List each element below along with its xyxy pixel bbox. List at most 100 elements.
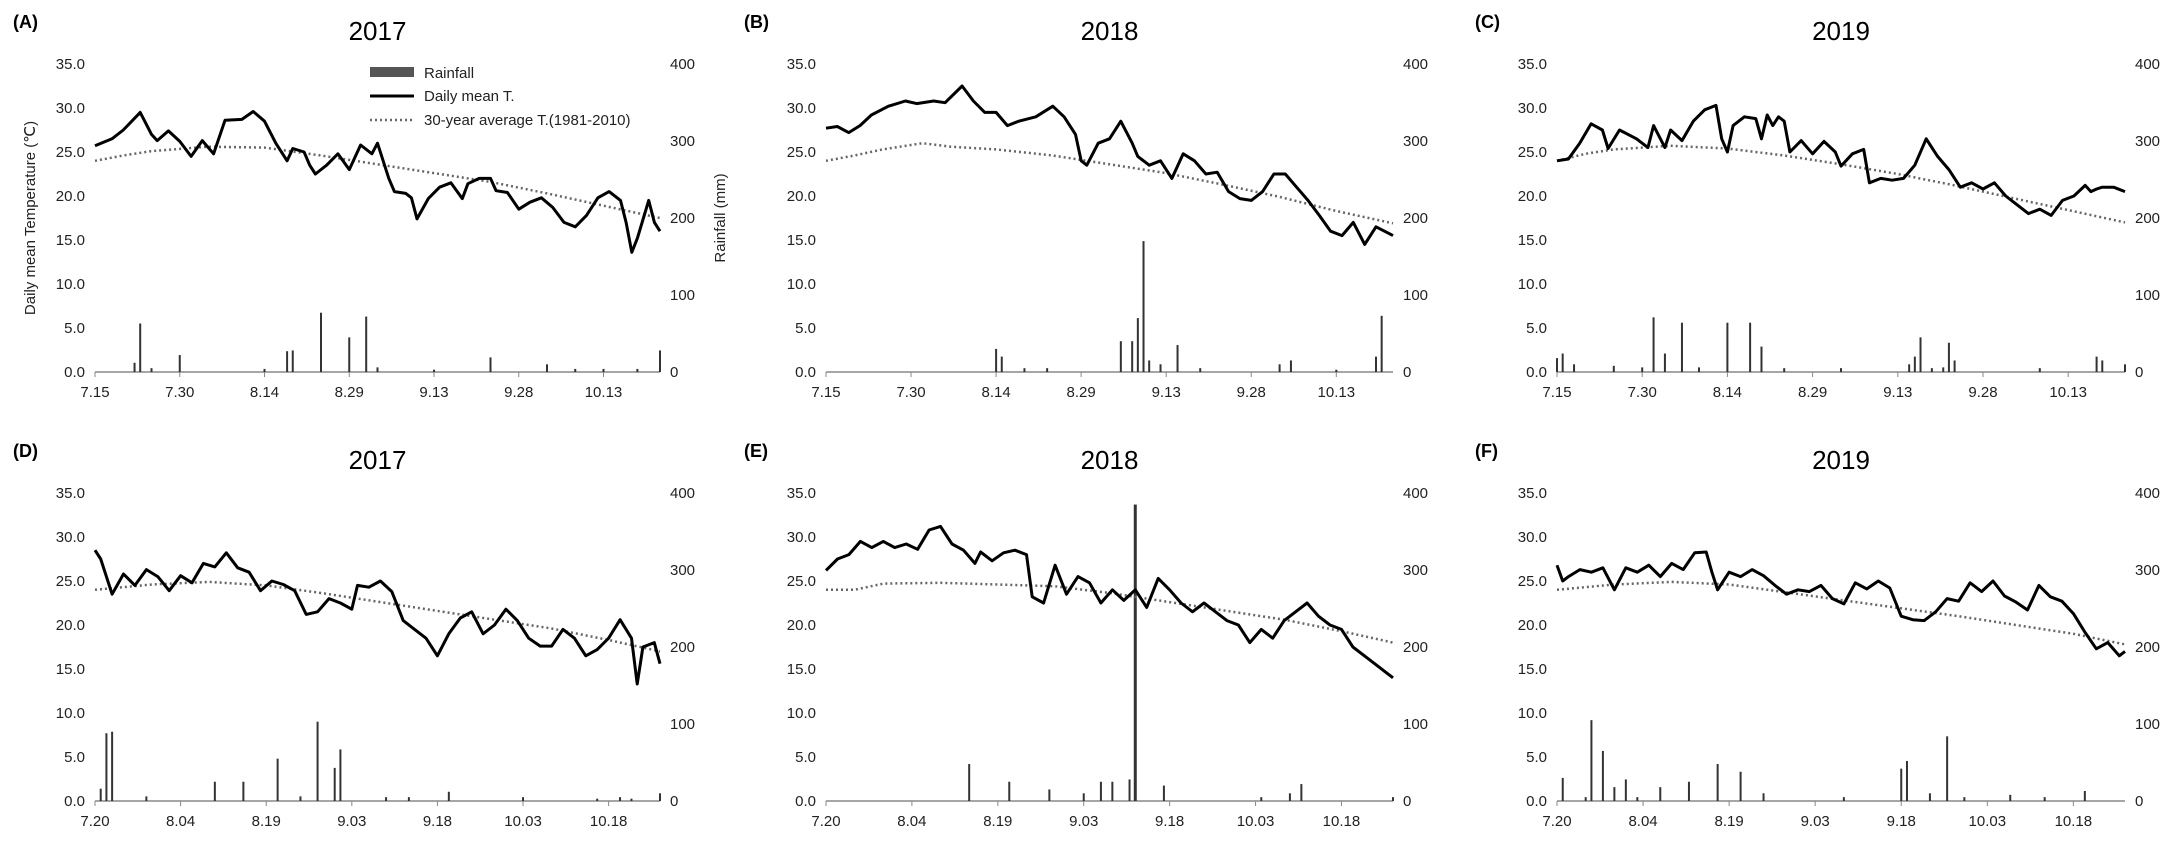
y-left-tick-label: 20.0 bbox=[56, 617, 85, 634]
y-left-tick-label: 0.0 bbox=[1526, 793, 1547, 810]
y-left-tick-label: 30.0 bbox=[56, 100, 85, 117]
rainfall-bar bbox=[333, 767, 336, 801]
x-tick-label: 8.19 bbox=[1715, 813, 1744, 830]
y-left-tick-label: 35.0 bbox=[1518, 56, 1547, 73]
x-tick-label: 9.28 bbox=[1968, 384, 1997, 401]
rainfall-bar bbox=[1663, 353, 1666, 372]
y-left-tick-label: 5.0 bbox=[64, 749, 85, 766]
chart-title: 2018 bbox=[1081, 16, 1139, 46]
rainfall-bar bbox=[1561, 777, 1564, 801]
average-temperature-line bbox=[1556, 580, 2126, 646]
y-left-tick-label: 25.0 bbox=[787, 144, 816, 161]
daily-mean-temperature-line bbox=[824, 524, 1394, 679]
rainfall-bar bbox=[2009, 794, 2012, 801]
rainfall-bar bbox=[1380, 315, 1383, 372]
rainfall-bar bbox=[348, 337, 351, 372]
rainfall-bar bbox=[447, 791, 450, 801]
x-tick-label: 8.29 bbox=[335, 384, 364, 401]
x-tick-label: 9.18 bbox=[423, 813, 452, 830]
rainfall-bar bbox=[1131, 341, 1134, 372]
y-left-tick-label: 15.0 bbox=[56, 232, 85, 249]
x-tick-label: 10.03 bbox=[504, 813, 542, 830]
x-tick-label: 8.04 bbox=[897, 813, 926, 830]
rainfall-bar bbox=[1162, 785, 1165, 801]
rainfall-bar bbox=[1046, 368, 1049, 372]
y-left-tick-label: 15.0 bbox=[56, 661, 85, 678]
rainfall-bar bbox=[619, 797, 622, 801]
y-left-tick-label: 30.0 bbox=[56, 529, 85, 546]
rainfall-bar bbox=[602, 368, 605, 372]
rainfall-bar bbox=[1942, 367, 1945, 372]
panel-label: (F) bbox=[1475, 441, 1498, 461]
y-left-tick-label: 30.0 bbox=[1518, 100, 1547, 117]
legend-rainfall-label: Rainfall bbox=[424, 65, 474, 82]
chart-panel-1: (A) 2017 0.0 5.0 10.0 15.0 20.0 25.0 30.0 35.0 0 10… bbox=[13, 12, 729, 401]
rainfall-bar bbox=[339, 749, 342, 801]
rainfall-bar bbox=[111, 731, 114, 801]
daily-mean-temperature-line bbox=[93, 549, 662, 686]
y-left-tick-label: 10.0 bbox=[1518, 276, 1547, 293]
y-right-tick-label: 300 bbox=[1403, 133, 1428, 150]
y-left-axis-label: Daily mean Temperature (℃) bbox=[22, 121, 39, 315]
rainfall-bar bbox=[1374, 356, 1377, 372]
chart-panel-6: (F) 2019 0.0 5.0 10.0 15.0 20.0 25.0 30.0 35.0 0 10… bbox=[1475, 441, 2160, 830]
rainfall-bar bbox=[1716, 764, 1719, 801]
y-right-tick-label: 100 bbox=[2135, 716, 2160, 733]
rainfall-bar bbox=[1840, 368, 1842, 372]
rainfall-bar bbox=[1176, 345, 1179, 372]
rainfall-bar bbox=[1111, 781, 1114, 801]
chart-panel-5: (E) 2018 0.0 5.0 10.0 15.0 20.0 25.0 30.0 35.0 0 10… bbox=[744, 441, 1428, 830]
x-tick-label: 8.29 bbox=[1067, 384, 1096, 401]
y-left-tick-label: 25.0 bbox=[56, 144, 85, 161]
y-left-tick-label: 5.0 bbox=[64, 320, 85, 337]
y-right-tick-label: 300 bbox=[2135, 562, 2160, 579]
x-tick-label: 10.18 bbox=[1323, 813, 1361, 830]
y-left-tick-label: 35.0 bbox=[1518, 485, 1547, 502]
daily-mean-temperature-line bbox=[825, 84, 1394, 246]
rainfall-bar bbox=[489, 357, 492, 372]
rainfall-bar bbox=[1624, 779, 1627, 801]
y-right-tick-label: 200 bbox=[670, 639, 695, 656]
rainfall-bar bbox=[385, 797, 388, 801]
rainfall-bar bbox=[1946, 736, 1949, 801]
rainfall-bar bbox=[242, 781, 245, 801]
rainfall-bar bbox=[1762, 793, 1765, 801]
y-left-tick-label: 30.0 bbox=[787, 529, 816, 546]
y-right-tick-label: 300 bbox=[670, 562, 695, 579]
rainfall-bar bbox=[105, 733, 108, 801]
rainfall-bar bbox=[1698, 367, 1700, 372]
daily-mean-temperature-line bbox=[1556, 103, 2126, 217]
y-left-tick-label: 10.0 bbox=[787, 705, 816, 722]
y-left-tick-label: 15.0 bbox=[1518, 232, 1547, 249]
chart-title: 2017 bbox=[349, 445, 407, 475]
rainfall-bar bbox=[596, 798, 599, 801]
rainfall-bar bbox=[1652, 317, 1655, 372]
chart-panel-4: (D) 2017 0.0 5.0 10.0 15.0 20.0 25.0 30.0 35.0 0 10… bbox=[13, 441, 695, 830]
rainfall-bar bbox=[2095, 356, 2098, 372]
x-tick-label: 9.18 bbox=[1887, 813, 1916, 830]
rainfall-bar bbox=[1556, 358, 1558, 372]
rainfall-bar bbox=[1687, 781, 1690, 801]
rainfall-bar bbox=[1680, 322, 1683, 372]
rainfall-bar bbox=[968, 764, 971, 801]
y-right-tick-label: 100 bbox=[1403, 287, 1428, 304]
rainfall-bar bbox=[1947, 342, 1950, 372]
y-right-tick-label: 300 bbox=[670, 133, 695, 150]
x-tick-label: 10.13 bbox=[2049, 384, 2087, 401]
rainfall-bar bbox=[1023, 368, 1026, 372]
rainfall-bar bbox=[1641, 367, 1644, 372]
rainfall-bar bbox=[365, 316, 368, 372]
rainfall-bar bbox=[286, 351, 289, 372]
rainfall-bar bbox=[2043, 797, 2046, 801]
rainfall-bar bbox=[1842, 797, 1845, 801]
rainfall-bar bbox=[522, 797, 525, 801]
rainfall-bar bbox=[407, 797, 410, 801]
rainfall-bar bbox=[1159, 364, 1162, 372]
y-left-tick-label: 20.0 bbox=[787, 188, 816, 205]
y-right-tick-label: 0 bbox=[2135, 793, 2143, 810]
x-tick-label: 8.29 bbox=[1798, 384, 1827, 401]
rainfall-bar bbox=[1561, 353, 1564, 372]
rainfall-bar bbox=[1133, 504, 1137, 801]
y-right-axis-label: Rainfall (mm) bbox=[712, 173, 729, 262]
